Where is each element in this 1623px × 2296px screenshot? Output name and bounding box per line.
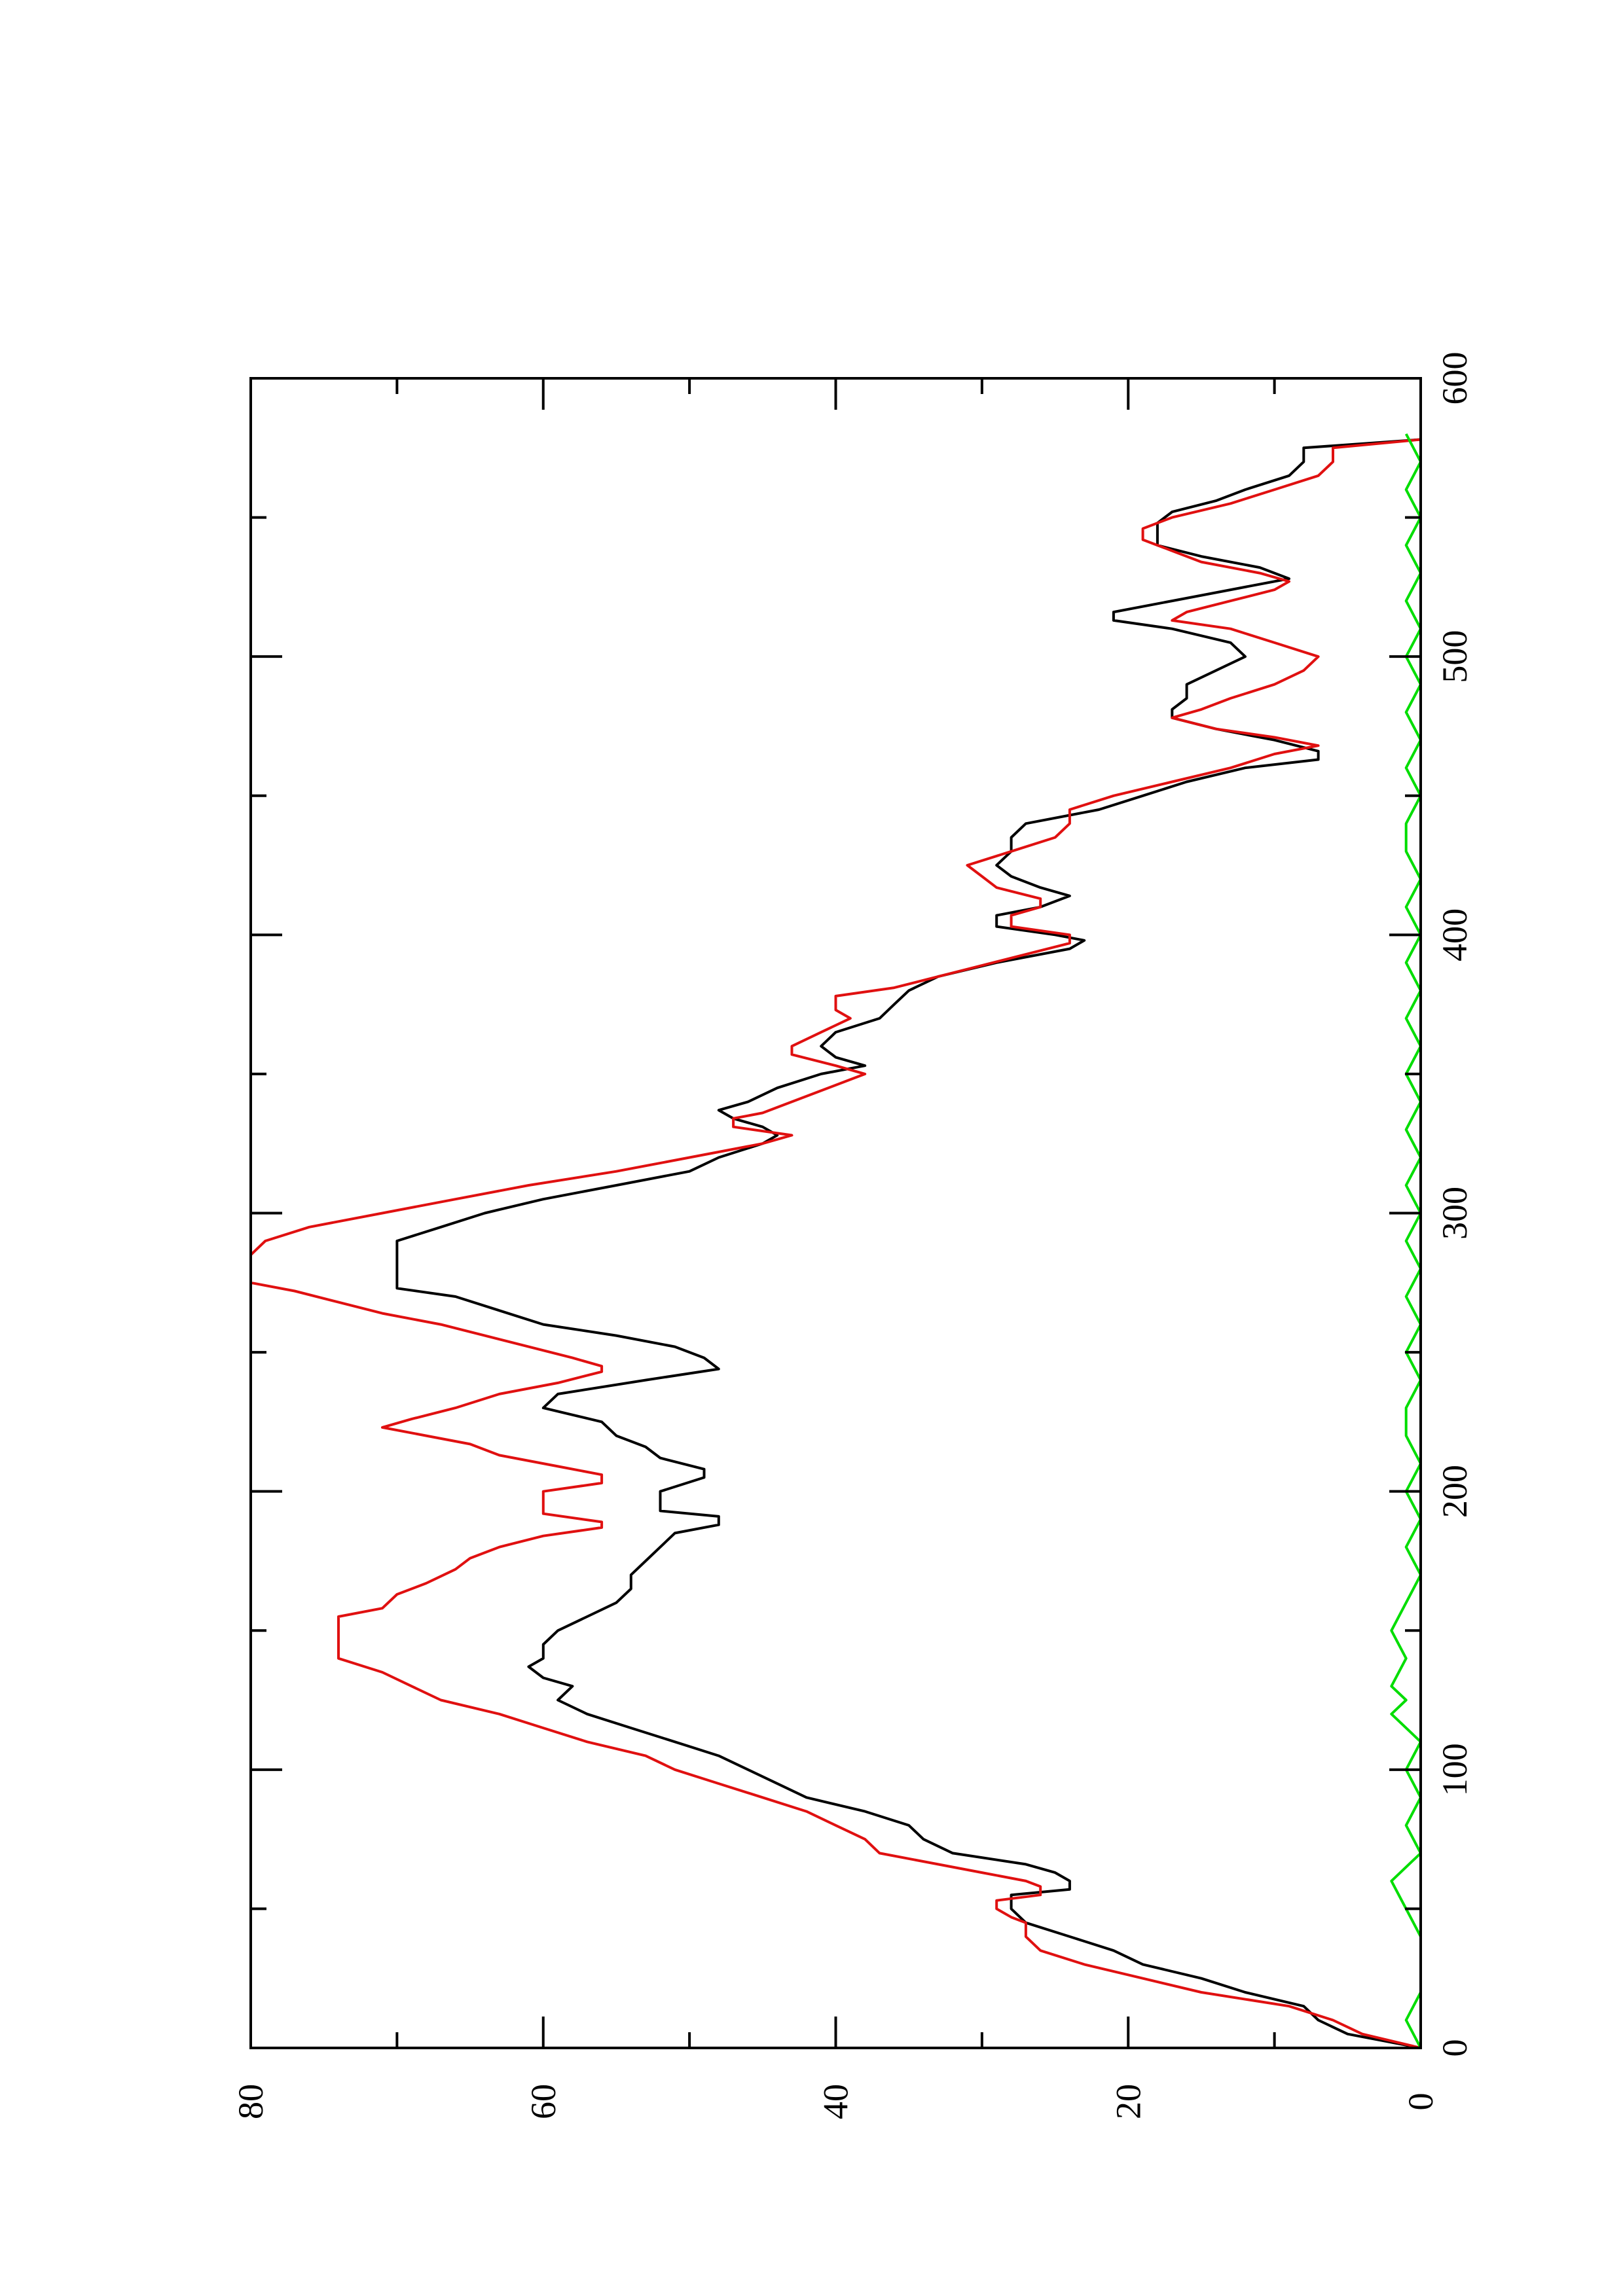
- x-tick-label: 400: [1435, 908, 1474, 961]
- series-layer: [249, 433, 1422, 2049]
- tick-layer: 0 100 200 300 400 500 600 0 20 40 60 80: [231, 352, 1474, 2120]
- y-tick-label: 0: [1401, 2093, 1440, 2111]
- y-tick-label: 80: [231, 2084, 270, 2119]
- series-line-2: [249, 438, 1421, 2049]
- series-line-3: [1390, 433, 1422, 2049]
- x-tick-label: 500: [1435, 630, 1474, 683]
- x-tick-label: 300: [1435, 1187, 1474, 1240]
- x-tick-label: 200: [1435, 1465, 1474, 1518]
- x-tick-label: 100: [1435, 1743, 1474, 1796]
- x-tick-label: 600: [1435, 352, 1474, 405]
- plot-frame: [249, 377, 1422, 2049]
- y-tick-label: 60: [524, 2084, 563, 2119]
- y-tick-label: 40: [816, 2084, 856, 2119]
- x-tick-label: 0: [1435, 2039, 1474, 2057]
- y-tick-label: 20: [1108, 2084, 1148, 2119]
- series-line-1: [395, 438, 1421, 2049]
